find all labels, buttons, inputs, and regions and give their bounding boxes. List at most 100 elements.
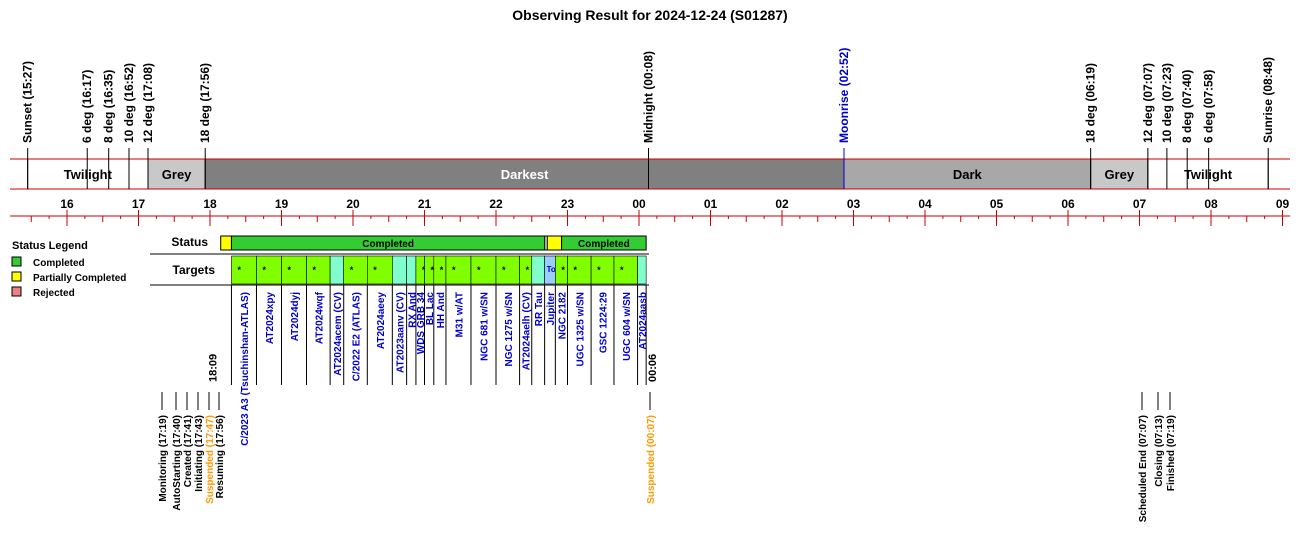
status-segment-4 (561, 235, 647, 251)
target-name-9: WDS GRB 34 (416, 292, 427, 355)
band-grey-1 (147, 158, 206, 190)
target-name-12: M31 w/AT (454, 292, 465, 337)
bottom-events: Monitoring (17:19) AutoStarting (17:40) Cr… (158, 392, 1177, 522)
top-event-label-11: 8 deg (07:40) (1180, 70, 1194, 143)
band-label-4: Grey (1104, 167, 1134, 182)
top-event-label-4: 12 deg (17:08) (141, 63, 155, 143)
status-bar: Completed Completed (220, 235, 647, 251)
hour-label-06: 06 (1061, 197, 1075, 211)
target-mark-20: * (597, 265, 601, 275)
legend-title: Status Legend (12, 240, 88, 252)
bottom-event-label-5: Resuming (17:56) (215, 415, 226, 498)
band-label-3: Dark (953, 167, 983, 182)
target-mark-0: * (237, 265, 241, 275)
target-name-8: RX And (407, 292, 418, 328)
target-name-10: BL Lac (425, 292, 436, 326)
target-mark-3: * (313, 265, 317, 275)
hour-label-07: 07 (1133, 197, 1147, 211)
target-mark-9: * (422, 265, 426, 275)
band-label-1: Grey (162, 167, 192, 182)
top-event-label-8: 18 deg (06:19) (1084, 63, 1098, 143)
top-event-label-10: 10 deg (07:23) (1160, 63, 1174, 143)
status-segment-0 (220, 235, 232, 251)
top-event-label-12: 6 deg (07:58) (1202, 70, 1216, 143)
status-segment-3 (546, 235, 563, 251)
target-name-6: AT2024aeey (376, 292, 387, 350)
hour-label-04: 04 (918, 197, 932, 211)
target-mark-10: * (431, 265, 435, 275)
top-event-label-5: 18 deg (17:56) (198, 63, 212, 143)
hour-label-01: 01 (704, 197, 718, 211)
target-mark-13: * (477, 265, 481, 275)
target-name-11: HH And (436, 292, 447, 328)
target-mark-2: * (288, 265, 292, 275)
target-block-5 (343, 255, 368, 285)
target-mark-14: * (502, 265, 506, 275)
target-block-2 (281, 255, 307, 285)
target-block-8 (406, 255, 417, 285)
legend-swatch-2 (11, 286, 22, 297)
bottom-event-label-3: Initiating (17:43) (194, 415, 205, 492)
target-mark-21: * (620, 265, 624, 275)
bottom-event-label-8: Closing (07:13) (1154, 415, 1165, 487)
legend-label-0: Completed (33, 258, 85, 269)
target-block-7 (392, 255, 407, 285)
target-name-0: C/2023 A3 (Tsuchinshan-ATLAS) (240, 292, 251, 446)
target-name-16: RR Tau (534, 292, 545, 326)
band-label-0: Twilight (64, 167, 113, 182)
top-event-label-6: Midnight (00:08) (642, 51, 656, 143)
targets-row-label: Targets (173, 263, 216, 277)
target-block-14 (495, 255, 520, 285)
target-name-17: Jupiter (546, 292, 557, 325)
time-axis: 16 17 18 19 20 21 22 23 00 01 02 03 04 05 06 07 08 09 (10, 158, 1290, 226)
target-name-7: AT2023aanv (CV) (395, 292, 406, 373)
target-name-2: AT2024dyj (290, 292, 301, 342)
hour-label-00: 00 (632, 197, 646, 211)
target-name-22: AT2024aasb (638, 292, 649, 350)
hour-label-09: 09 (1276, 197, 1290, 211)
target-mark-17: ToO (547, 265, 562, 274)
target-name-21: UGC 604 w/SN (622, 292, 633, 361)
hour-label-05: 05 (990, 197, 1004, 211)
band-twilight-0 (27, 158, 149, 190)
target-name-13: NGC 681 w/SN (479, 292, 490, 361)
target-blocks: * C/2023 A3 (Tsuchinshan-ATLAS) * AT2024xpy… (208, 255, 659, 446)
target-block-4 (329, 255, 345, 285)
bottom-event-label-9: Finished (07:19) (1166, 415, 1177, 491)
target-mark-15: * (526, 265, 530, 275)
legend-swatch-0 (11, 256, 22, 267)
target-name-1: AT2024xpy (265, 292, 276, 345)
target-mark-1: * (262, 265, 266, 275)
bottom-event-label-7: Scheduled End (07:07) (1138, 415, 1149, 522)
hour-label-21: 21 (418, 197, 432, 211)
hour-label-08: 08 (1204, 197, 1218, 211)
target-mark-6: * (373, 265, 377, 275)
status-label-4: Completed (578, 239, 630, 250)
target-block-12 (445, 255, 472, 285)
target-block-19 (567, 255, 592, 285)
top-event-label-7: Moonrise (02:52) (837, 48, 851, 143)
target-mark-19: * (574, 265, 578, 275)
target-block-1 (256, 255, 282, 285)
bottom-event-label-0: Monitoring (17:19) (158, 415, 169, 502)
target-block-22 (637, 255, 647, 285)
target-block-13 (470, 255, 497, 285)
top-events: Sunset (15:27) 6 deg (16:17) 8 deg (16:35)… (21, 48, 1275, 189)
target-block-16 (531, 255, 545, 285)
status-label-1: Completed (362, 239, 414, 250)
top-event-label-3: 10 deg (16:52) (122, 63, 136, 143)
legend-label-1: Partially Completed (33, 273, 126, 284)
target-mark-5: * (350, 265, 354, 275)
target-block-0 (231, 255, 257, 285)
hour-label-16: 16 (60, 197, 74, 211)
hour-label-20: 20 (346, 197, 360, 211)
target-block-20 (590, 255, 615, 285)
top-event-label-1: 6 deg (16:17) (80, 70, 94, 143)
target-name-5: C/2022 E2 (ATLAS) (352, 292, 363, 381)
target-mark-18: * (561, 265, 565, 275)
sky-bands: Twilight Grey Darkest Dark Grey Twilight (27, 158, 1269, 190)
legend-label-2: Rejected (33, 288, 75, 299)
target-mark-11: * (440, 265, 444, 275)
bottom-event-label-4: Suspended (17:47) (205, 415, 216, 504)
